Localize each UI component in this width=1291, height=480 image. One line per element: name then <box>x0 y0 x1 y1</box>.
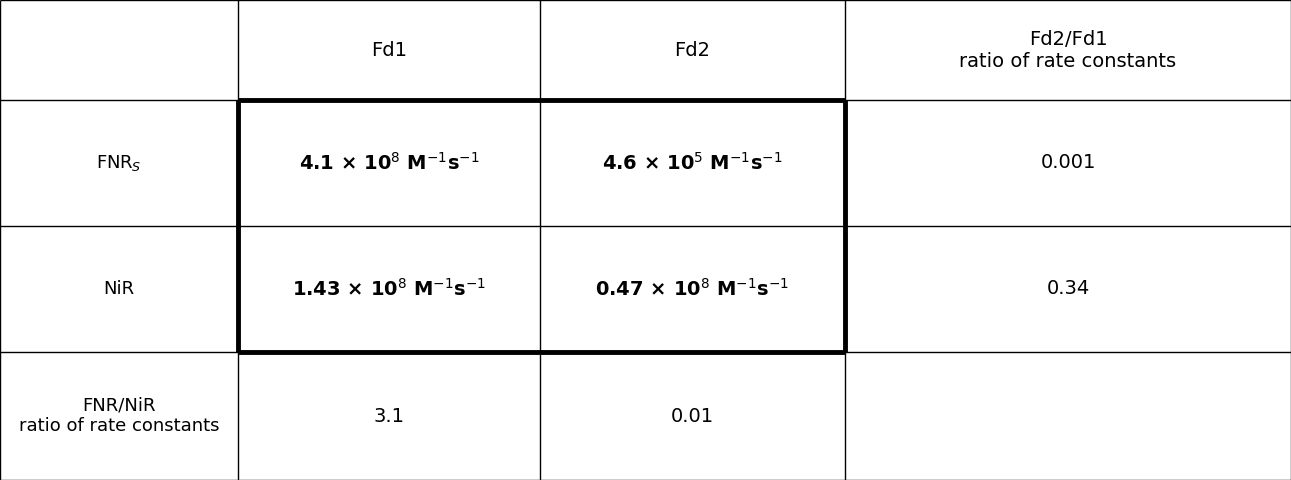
Text: 0.47 × 10$^{8}$ M$^{-1}$s$^{-1}$: 0.47 × 10$^{8}$ M$^{-1}$s$^{-1}$ <box>595 278 790 300</box>
Text: FNR$_S$: FNR$_S$ <box>97 153 142 173</box>
Text: 0.34: 0.34 <box>1047 279 1090 299</box>
Text: NiR: NiR <box>103 280 134 298</box>
Text: 0.01: 0.01 <box>671 407 714 425</box>
Text: Fd2/Fd1
ratio of rate constants: Fd2/Fd1 ratio of rate constants <box>959 29 1176 71</box>
Text: 1.43 × 10$^{8}$ M$^{-1}$s$^{-1}$: 1.43 × 10$^{8}$ M$^{-1}$s$^{-1}$ <box>292 278 487 300</box>
Text: 4.6 × 10$^{5}$ M$^{-1}$s$^{-1}$: 4.6 × 10$^{5}$ M$^{-1}$s$^{-1}$ <box>602 152 782 174</box>
Text: 4.1 × 10$^{8}$ M$^{-1}$s$^{-1}$: 4.1 × 10$^{8}$ M$^{-1}$s$^{-1}$ <box>298 152 479 174</box>
Text: Fd2: Fd2 <box>674 40 710 60</box>
Text: 0.001: 0.001 <box>1041 154 1096 172</box>
Text: Fd1: Fd1 <box>371 40 407 60</box>
Text: 3.1: 3.1 <box>373 407 404 425</box>
Text: FNR/NiR
ratio of rate constants: FNR/NiR ratio of rate constants <box>19 396 219 435</box>
